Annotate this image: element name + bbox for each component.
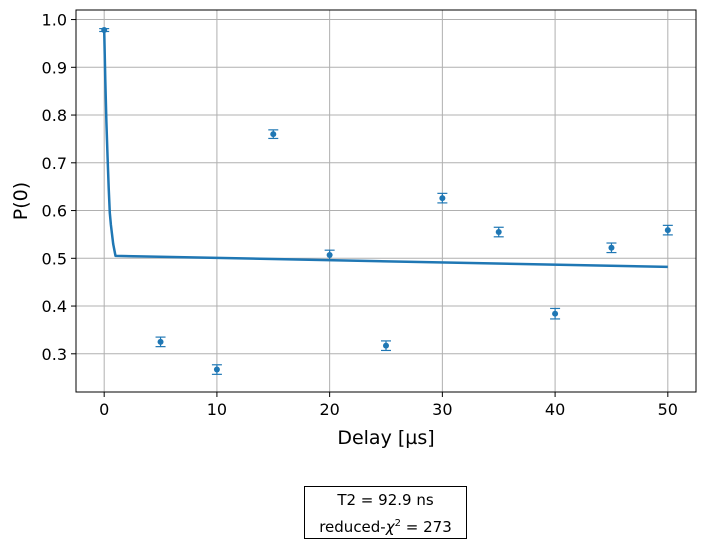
x-tick-label: 40 — [545, 400, 565, 419]
x-tick-label: 30 — [432, 400, 452, 419]
y-tick-label: 0.6 — [42, 202, 67, 221]
data-point — [437, 192, 448, 204]
fit-results-box: T2 = 92.9 ns reduced-χ2 = 273 — [304, 486, 467, 539]
x-axis-label: Delay [µs] — [337, 427, 434, 449]
y-tick-label: 0.4 — [42, 297, 67, 316]
t2-line: T2 = 92.9 ns — [305, 489, 466, 512]
data-point — [155, 336, 166, 348]
axis-ticks: 0 10 20 30 40 50 0.3 0.4 0.5 0.6 0.7 0.8 0.9 1.0 — [42, 11, 678, 419]
y-tick-label: 0.7 — [42, 154, 67, 173]
data-marker — [608, 244, 615, 251]
data-marker — [213, 366, 220, 373]
data-point — [493, 226, 504, 238]
chi-symbol: χ — [385, 518, 395, 536]
data-marker — [101, 27, 108, 34]
t2-label: T2 = — [337, 491, 374, 509]
chi-line: reduced-χ2 = 273 — [305, 512, 466, 539]
t2-value: 92.9 ns — [378, 491, 434, 509]
data-marker — [664, 227, 671, 234]
x-tick-label: 10 — [207, 400, 227, 419]
data-point — [381, 340, 391, 352]
data-marker — [157, 338, 164, 345]
chi-value: 273 — [423, 518, 452, 536]
data-point — [550, 307, 561, 320]
chi-exponent: 2 — [394, 518, 401, 529]
fit-curve-layer — [102, 30, 668, 269]
x-tick-label: 20 — [319, 400, 339, 419]
y-tick-label: 0.9 — [42, 58, 67, 77]
data-point — [662, 224, 673, 236]
data-point — [268, 129, 279, 140]
data-marker — [552, 310, 559, 317]
x-tick-label: 50 — [658, 400, 678, 419]
y-tick-label: 0.5 — [42, 249, 67, 268]
data-marker — [439, 195, 446, 202]
x-tick-label: 0 — [99, 400, 109, 419]
data-marker — [495, 229, 502, 236]
plot-frame — [75, 9, 697, 393]
data-point — [606, 242, 617, 254]
data-point — [211, 364, 222, 375]
data-point — [324, 249, 335, 261]
y-tick-label: 1.0 — [42, 11, 67, 30]
y-tick-label: 0.3 — [42, 345, 67, 364]
chi-label: reduced- — [319, 518, 386, 536]
chi-equals: = — [401, 518, 419, 536]
y-axis-label: P(0) — [10, 182, 32, 220]
grid-lines — [76, 10, 696, 392]
data-marker — [326, 251, 333, 258]
data-marker — [383, 342, 389, 349]
y-tick-label: 0.8 — [42, 106, 67, 125]
data-marker — [270, 131, 277, 138]
data-point — [99, 27, 110, 34]
fit-curve — [102, 30, 668, 269]
data-points-layer — [99, 27, 673, 375]
